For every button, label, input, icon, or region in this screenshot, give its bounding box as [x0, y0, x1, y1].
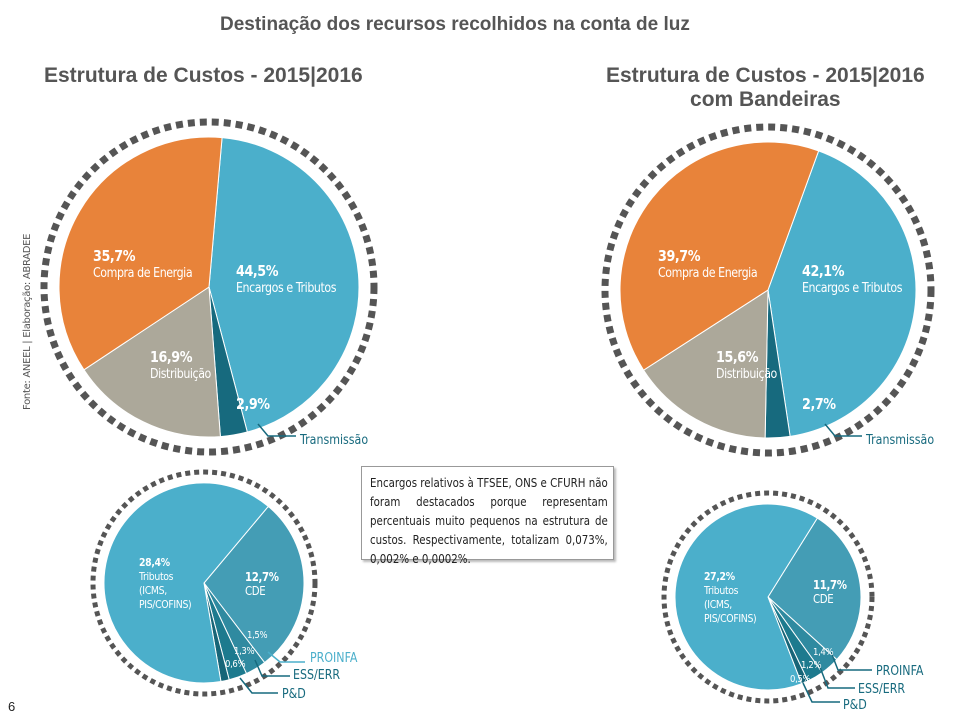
dotted-ring — [90, 469, 318, 697]
leader-line — [817, 661, 855, 689]
c2-compra-label: 39,7% Compra de Energia — [658, 247, 758, 281]
c3-pd-value: 0,6% — [225, 659, 246, 670]
dotted-ring — [601, 123, 935, 457]
pie-slice-tributos-icms-pis-cofins- — [103, 482, 269, 684]
leader-line — [830, 651, 872, 671]
dotted-ring — [40, 118, 378, 456]
c4-proinfa-name: PROINFA — [876, 664, 924, 679]
pie-slice-compra-de-energia — [58, 136, 223, 371]
pie-slice-encargos-e-tributos — [208, 137, 360, 433]
c1-compra-label: 35,7% Compra de Energia — [93, 247, 193, 281]
c3-proinfa-value: 1,5% — [247, 630, 268, 641]
c4-pd-value: 0,5% — [790, 674, 811, 685]
c3-ess-value: 1,3% — [234, 646, 255, 657]
note-box: Encargos relativos à TFSEE, ONS e CFURH … — [361, 466, 614, 566]
c4-cde-label: 11,7% CDE — [813, 578, 847, 606]
leader-line — [824, 423, 862, 437]
c4-ess-value: 1,2% — [801, 660, 822, 671]
chart2-title: Estrutura de Custos - 2015|2016 com Band… — [606, 64, 925, 112]
c2-distribuicao-label: 15,6% Distribuição — [716, 348, 777, 382]
c4-tributos-label: 27,2% Tributos (ICMS, PIS/COFINS) — [704, 570, 757, 625]
c2-transmissao-value: 2,7% — [802, 395, 836, 413]
leader-line — [267, 651, 305, 663]
c1-distribuicao-label: 16,9% Distribuição — [150, 348, 211, 382]
c4-proinfa-value: 1,4% — [813, 647, 834, 658]
note-text: Encargos relativos à TFSEE, ONS e CFURH … — [370, 475, 608, 566]
chart1-title: Estrutura de Custos - 2015|2016 — [44, 64, 363, 87]
c4-pd-name: P&D — [843, 698, 867, 713]
c1-encargos-label: 44,5% Encargos e Tributos — [236, 262, 337, 296]
pie-slice-distribui-o — [642, 289, 769, 439]
leader-line — [802, 682, 840, 703]
chart2-title-line2: com Bandeiras — [690, 88, 841, 111]
c3-ess-name: ESS/ERR — [293, 668, 341, 683]
c3-tributos-label: 28,4% Tributos (ICMS, PIS/COFINS) — [139, 556, 192, 611]
main-title: Destinação dos recursos recolhidos na co… — [220, 14, 690, 35]
pie-slice-compra-de-energia — [619, 141, 820, 371]
dotted-ring — [661, 490, 875, 704]
pie-slice-encargos-e-tributos — [767, 150, 917, 437]
pie-slice-cde — [767, 517, 862, 661]
page-number: 6 — [8, 699, 16, 714]
c1-transmissao-value: 2,9% — [236, 395, 270, 413]
c2-encargos-label: 42,1% Encargos e Tributos — [802, 262, 903, 296]
leader-line — [239, 677, 278, 694]
leader-line — [257, 423, 296, 437]
pie-slice-tributos-icms-pis-cofins- — [674, 503, 818, 691]
chart2-title-line1: Estrutura de Custos - 2015|2016 — [606, 64, 925, 87]
c2-transmissao-name: Transmissão — [866, 433, 935, 448]
c3-proinfa-name: PROINFA — [310, 651, 358, 666]
source-text: Fonte: ANEEL | Elaboração: ABRADEE — [22, 233, 33, 410]
c3-pd-name: P&D — [282, 687, 306, 702]
c3-cde-label: 12,7% CDE — [245, 570, 279, 598]
c4-ess-name: ESS/ERR — [858, 682, 906, 697]
c1-transmissao-name: Transmissão — [300, 433, 369, 448]
pie-slice-distribui-o — [83, 286, 221, 438]
leader-line — [254, 659, 290, 677]
pie-slice-cde — [203, 505, 305, 664]
